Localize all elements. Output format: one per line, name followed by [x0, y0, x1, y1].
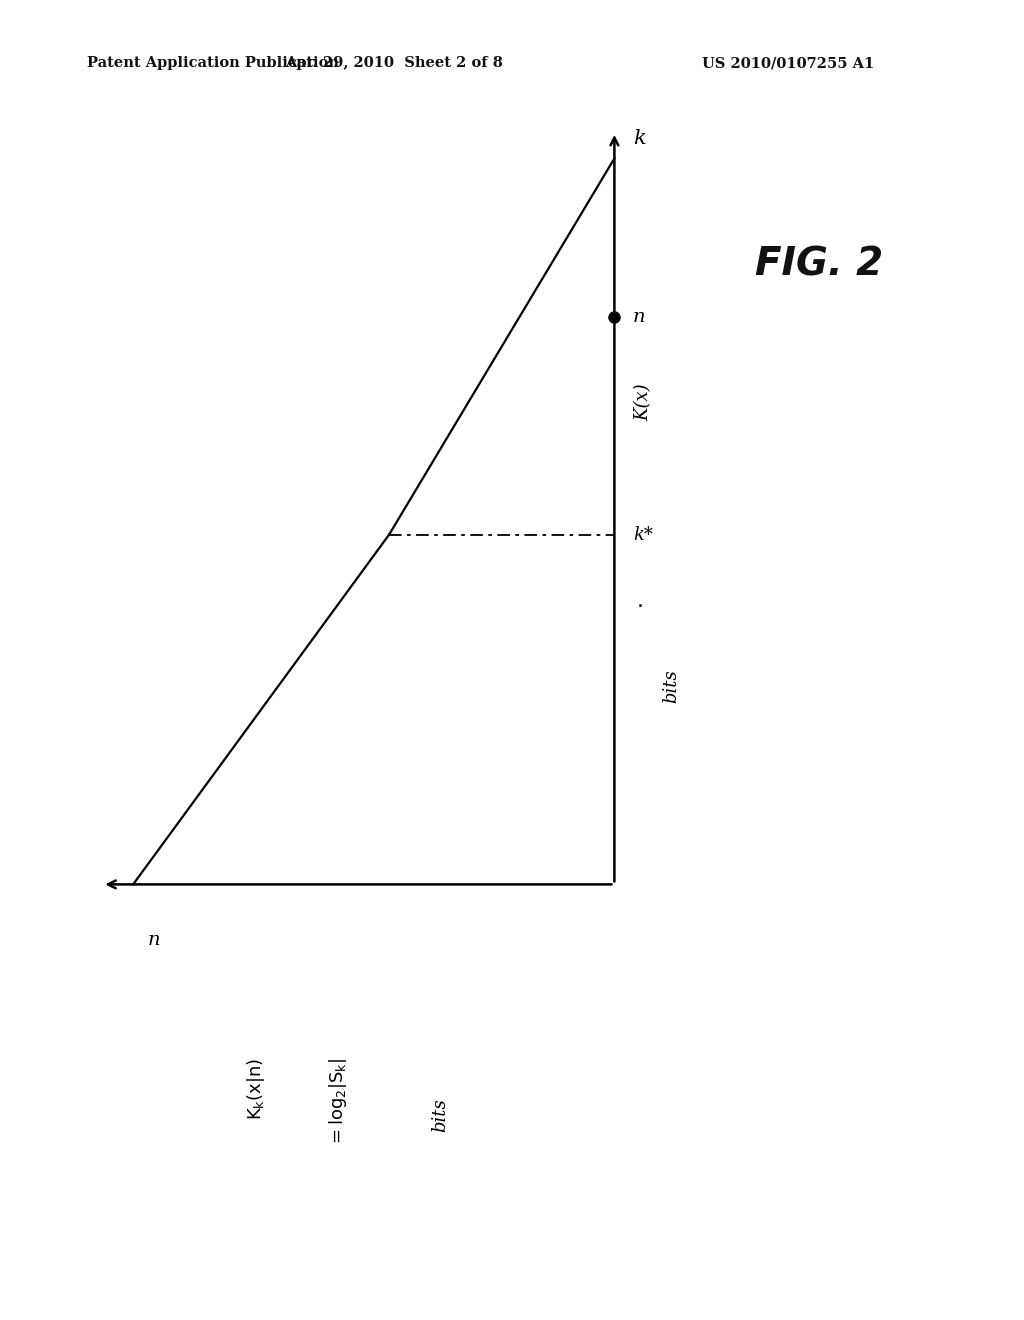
- Text: n: n: [633, 308, 645, 326]
- Text: $\mathrm{=log_2|S_k|}$: $\mathrm{=log_2|S_k|}$: [327, 1057, 349, 1147]
- Text: bits: bits: [431, 1098, 450, 1133]
- Text: k: k: [633, 129, 645, 148]
- Text: bits: bits: [662, 669, 680, 704]
- Text: k*: k*: [633, 525, 652, 544]
- Text: K(x): K(x): [634, 384, 652, 421]
- Text: $\mathrm{K_k(x|n)}$: $\mathrm{K_k(x|n)}$: [245, 1057, 267, 1121]
- Text: FIG. 2: FIG. 2: [755, 246, 884, 282]
- Text: Apr. 29, 2010  Sheet 2 of 8: Apr. 29, 2010 Sheet 2 of 8: [286, 57, 503, 70]
- Text: US 2010/0107255 A1: US 2010/0107255 A1: [702, 57, 874, 70]
- Text: Patent Application Publication: Patent Application Publication: [87, 57, 339, 70]
- Text: n: n: [147, 931, 160, 949]
- Text: .: .: [637, 590, 643, 611]
